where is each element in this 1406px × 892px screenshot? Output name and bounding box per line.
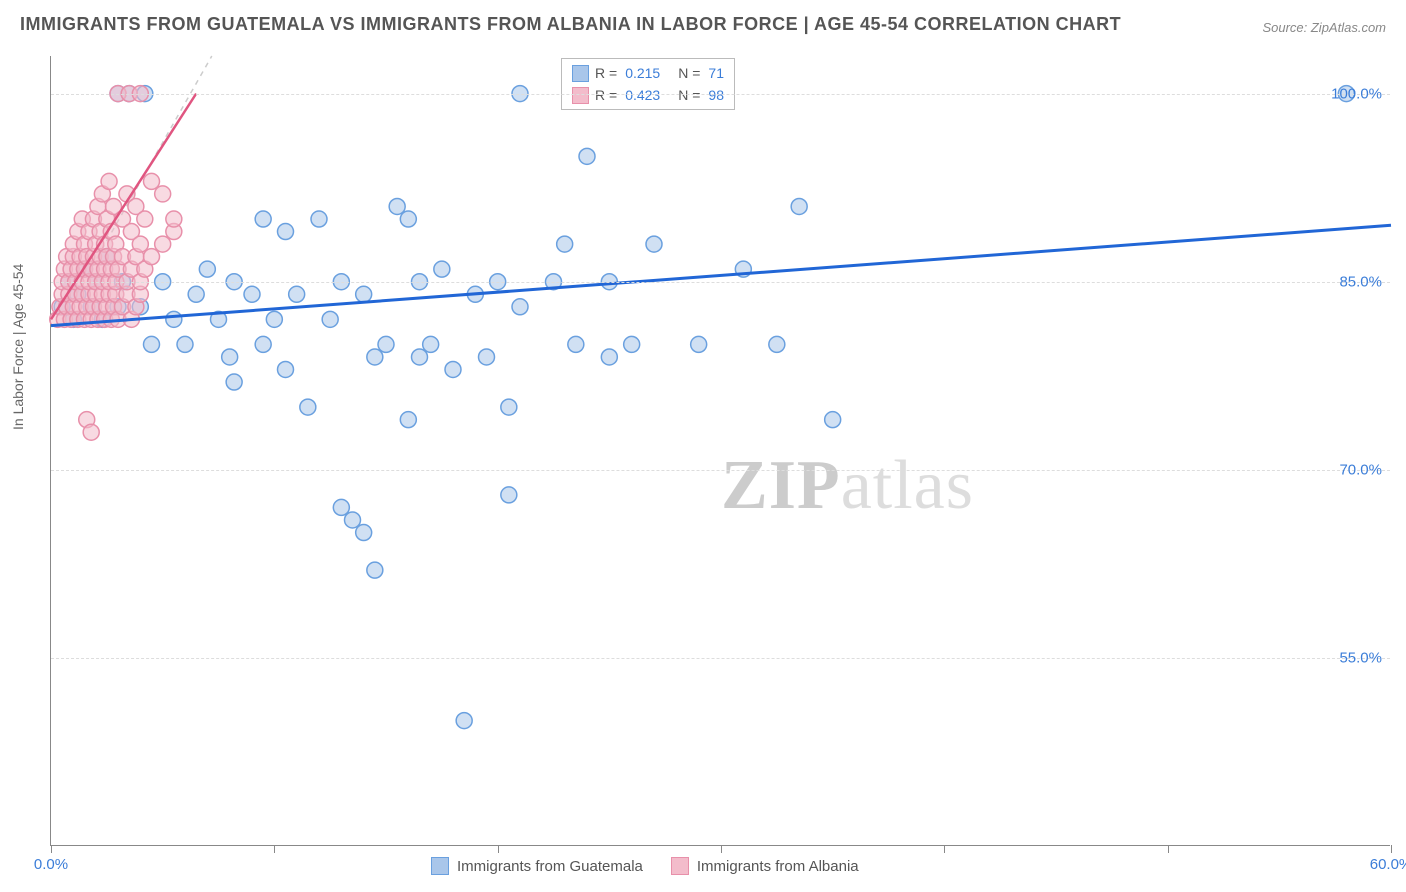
legend-stat-row: R = 0.215 N = 71 bbox=[572, 62, 724, 84]
r-value: 0.423 bbox=[625, 84, 660, 106]
legend-stat-row: R = 0.423 N = 98 bbox=[572, 84, 724, 106]
gridline bbox=[51, 658, 1390, 659]
n-label: N = bbox=[678, 62, 700, 84]
x-tick bbox=[51, 845, 52, 853]
y-tick-label: 55.0% bbox=[1339, 649, 1382, 666]
x-tick bbox=[1391, 845, 1392, 853]
source-label: Source: ZipAtlas.com bbox=[1262, 20, 1386, 35]
r-value: 0.215 bbox=[625, 62, 660, 84]
legend-swatch bbox=[671, 857, 689, 875]
y-axis-label: In Labor Force | Age 45-54 bbox=[10, 264, 26, 430]
x-tick bbox=[498, 845, 499, 853]
x-tick-label: 60.0% bbox=[1370, 856, 1406, 873]
legend-label: Immigrants from Guatemala bbox=[457, 858, 643, 875]
n-label: N = bbox=[678, 84, 700, 106]
legend-swatch bbox=[572, 87, 589, 104]
gridline bbox=[51, 282, 1390, 283]
y-tick-label: 70.0% bbox=[1339, 461, 1382, 478]
x-tick bbox=[274, 845, 275, 853]
legend-item: Immigrants from Albania bbox=[671, 857, 859, 875]
x-tick bbox=[1168, 845, 1169, 853]
gridline bbox=[51, 470, 1390, 471]
legend-item: Immigrants from Guatemala bbox=[431, 857, 643, 875]
x-tick-label: 0.0% bbox=[34, 856, 68, 873]
legend-bottom: Immigrants from Guatemala Immigrants from… bbox=[431, 857, 859, 875]
legend-label: Immigrants from Albania bbox=[697, 858, 859, 875]
chart-area: R =0.215N =71R =0.423N =98 ZIPatlas Immi… bbox=[50, 56, 1390, 846]
r-label: R = bbox=[595, 62, 617, 84]
legend-stats-box: R = 0.215 N = 71 R = 0.423 N = 98 bbox=[561, 58, 735, 110]
legend-swatch bbox=[431, 857, 449, 875]
r-label: R = bbox=[595, 84, 617, 106]
n-value: 98 bbox=[708, 84, 724, 106]
n-value: 71 bbox=[708, 62, 724, 84]
chart-title: IMMIGRANTS FROM GUATEMALA VS IMMIGRANTS … bbox=[20, 14, 1121, 35]
x-tick bbox=[944, 845, 945, 853]
scatter-plot-svg bbox=[51, 56, 1390, 845]
y-tick-label: 85.0% bbox=[1339, 273, 1382, 290]
x-tick bbox=[721, 845, 722, 853]
y-tick-label: 100.0% bbox=[1331, 85, 1382, 102]
legend-swatch bbox=[572, 65, 589, 82]
gridline bbox=[51, 94, 1390, 95]
